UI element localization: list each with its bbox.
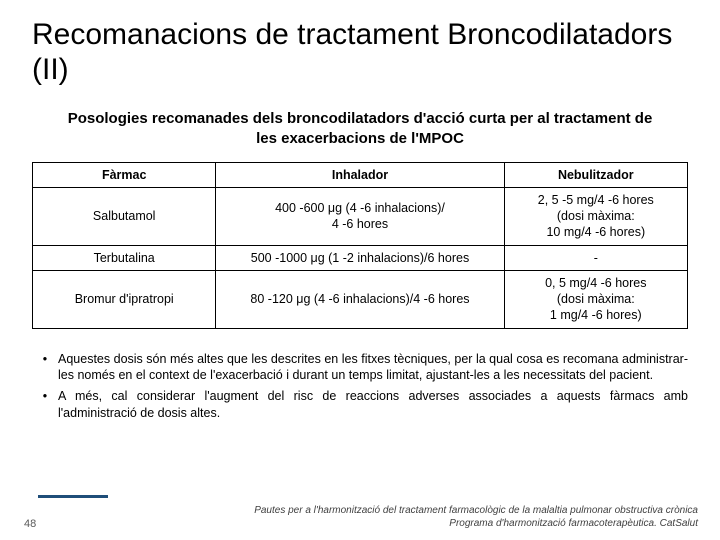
note-item: • A més, cal considerar l'augment del ri… xyxy=(32,388,688,422)
col-header-drug: Fàrmac xyxy=(33,162,216,187)
cell-inhaler: 500 -1000 μg (1 -2 inhalacions)/6 hores xyxy=(216,245,504,270)
citation: Pautes per a l'harmonització del tractam… xyxy=(254,504,698,530)
cell-drug: Terbutalina xyxy=(33,245,216,270)
accent-rule xyxy=(38,495,108,498)
table-row: Terbutalina 500 -1000 μg (1 -2 inhalacio… xyxy=(33,245,688,270)
notes-block: • Aquestes dosis són més altes que les d… xyxy=(32,351,688,423)
note-text: Aquestes dosis són més altes que les des… xyxy=(58,351,688,385)
slide-title: Recomanacions de tractament Broncodilata… xyxy=(32,18,688,87)
col-header-nebulizer: Nebulitzador xyxy=(504,162,687,187)
slide-subtitle: Posologies recomanades dels broncodilata… xyxy=(32,109,688,150)
cell-inhaler: 400 -600 μg (4 -6 inhalacions)/4 -6 hore… xyxy=(216,187,504,245)
cell-inhaler: 80 -120 μg (4 -6 inhalacions)/4 -6 hores xyxy=(216,270,504,328)
bullet-icon: • xyxy=(32,388,58,422)
table-row: Salbutamol 400 -600 μg (4 -6 inhalacions… xyxy=(33,187,688,245)
citation-line-2: Programa d'harmonització farmacoterapèut… xyxy=(254,517,698,530)
cell-drug: Salbutamol xyxy=(33,187,216,245)
page-number: 48 xyxy=(22,518,36,530)
table-row: Bromur d'ipratropi 80 -120 μg (4 -6 inha… xyxy=(33,270,688,328)
dosage-table: Fàrmac Inhalador Nebulitzador Salbutamol… xyxy=(32,162,688,329)
col-header-inhaler: Inhalador xyxy=(216,162,504,187)
footer: 48 Pautes per a l'harmonització del trac… xyxy=(0,495,720,530)
table-header-row: Fàrmac Inhalador Nebulitzador xyxy=(33,162,688,187)
cell-nebulizer: - xyxy=(504,245,687,270)
note-text: A més, cal considerar l'augment del risc… xyxy=(58,388,688,422)
note-item: • Aquestes dosis són més altes que les d… xyxy=(32,351,688,385)
citation-line-1: Pautes per a l'harmonització del tractam… xyxy=(254,504,698,517)
bullet-icon: • xyxy=(32,351,58,385)
cell-nebulizer: 2, 5 -5 mg/4 -6 hores(dosi màxima:10 mg/… xyxy=(504,187,687,245)
cell-nebulizer: 0, 5 mg/4 -6 hores(dosi màxima:1 mg/4 -6… xyxy=(504,270,687,328)
cell-drug: Bromur d'ipratropi xyxy=(33,270,216,328)
